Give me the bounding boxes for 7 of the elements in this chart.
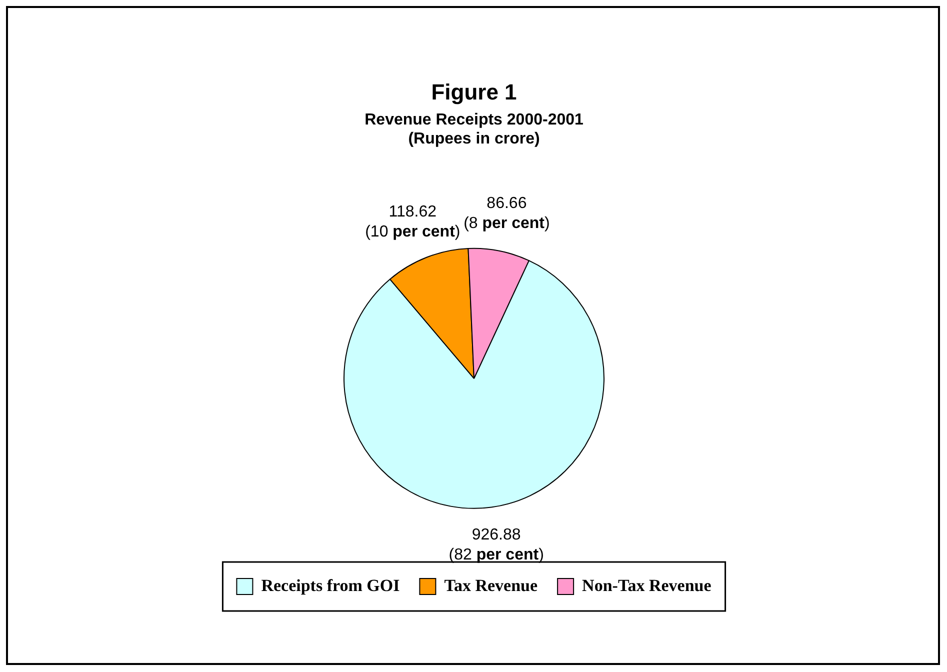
legend-label: Non-Tax Revenue: [582, 576, 712, 595]
legend-label: Tax Revenue: [444, 576, 538, 595]
data-label: 118.62 (10 per cent): [365, 203, 460, 240]
legend-label: Receipts from GOI: [261, 576, 400, 595]
data-label: 86.66 (8 per cent): [464, 195, 550, 232]
chart-title: Figure 1: [431, 79, 517, 104]
chart-subtitle: Revenue Receipts 2000-2001 (Rupees in crore): [364, 111, 584, 148]
